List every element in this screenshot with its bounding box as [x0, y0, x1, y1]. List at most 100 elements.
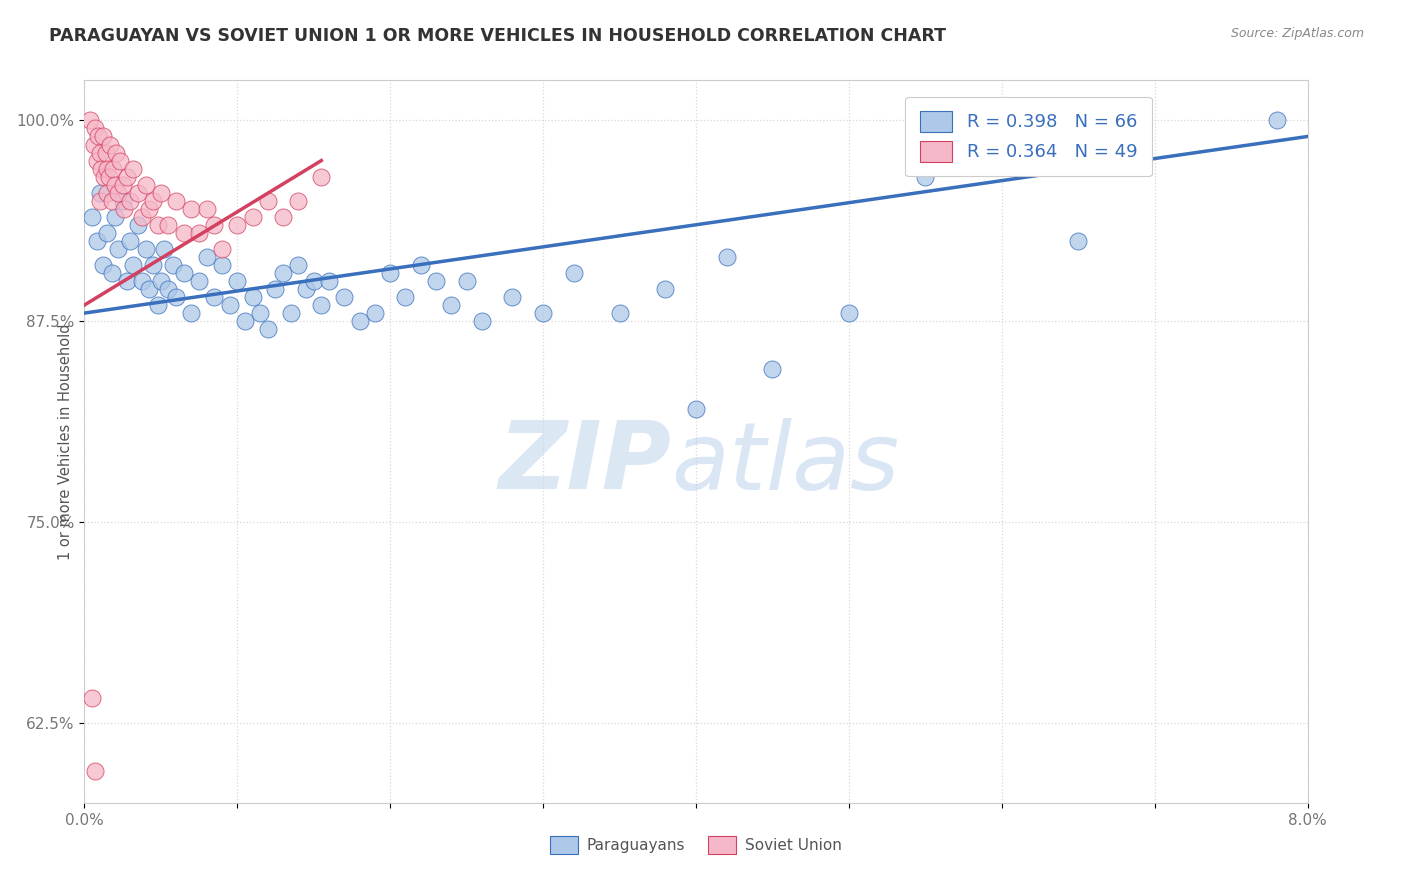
Point [80, 210, 103, 224]
Point [211, 258, 233, 272]
Text: Source: ZipAtlas.com: Source: ZipAtlas.com [1230, 27, 1364, 40]
Point [157, 282, 180, 296]
Point [149, 186, 172, 200]
Point [991, 129, 1014, 144]
Point [122, 161, 145, 176]
Point [86, 234, 108, 248]
Point [280, 306, 302, 320]
Point [180, 202, 202, 216]
Point [609, 306, 631, 320]
Point [107, 186, 129, 200]
Point [80, 691, 103, 706]
Point [380, 266, 402, 280]
Point [333, 290, 356, 304]
Point [135, 242, 157, 256]
Point [257, 194, 280, 208]
Legend: Paraguayans, Soviet Union: Paraguayans, Soviet Union [544, 830, 848, 860]
Point [456, 274, 478, 288]
Point [98, 137, 121, 152]
Point [257, 322, 280, 336]
Point [311, 169, 333, 184]
Point [271, 210, 294, 224]
Y-axis label: 1 or more Vehicles in Household: 1 or more Vehicles in Household [58, 323, 73, 560]
Point [202, 290, 225, 304]
Point [84, 764, 107, 778]
Point [249, 306, 271, 320]
Point [295, 282, 318, 296]
Point [91, 129, 114, 144]
Point [218, 298, 240, 312]
Point [127, 186, 149, 200]
Point [188, 226, 211, 240]
Point [83, 137, 105, 152]
Point [111, 194, 134, 208]
Point [531, 306, 554, 320]
Point [180, 306, 202, 320]
Point [1265, 113, 1288, 128]
Point [101, 266, 124, 280]
Point [89, 194, 111, 208]
Point [211, 242, 233, 256]
Point [149, 274, 172, 288]
Point [122, 258, 145, 272]
Point [188, 274, 211, 288]
Point [202, 218, 225, 232]
Point [242, 210, 264, 224]
Point [502, 290, 524, 304]
Point [716, 250, 738, 264]
Point [115, 169, 138, 184]
Point [135, 178, 157, 192]
Point [84, 121, 107, 136]
Point [242, 290, 264, 304]
Point [654, 282, 676, 296]
Text: PARAGUAYAN VS SOVIET UNION 1 OR MORE VEHICLES IN HOUSEHOLD CORRELATION CHART: PARAGUAYAN VS SOVIET UNION 1 OR MORE VEH… [49, 27, 946, 45]
Text: ZIP: ZIP [499, 417, 672, 509]
Point [153, 242, 176, 256]
Point [111, 178, 134, 192]
Point [761, 362, 783, 376]
Point [120, 194, 142, 208]
Point [142, 194, 165, 208]
Point [108, 153, 131, 168]
Point [173, 266, 195, 280]
Point [409, 258, 432, 272]
Point [173, 226, 195, 240]
Point [914, 169, 936, 184]
Point [142, 258, 165, 272]
Point [104, 178, 127, 192]
Point [87, 129, 110, 144]
Point [146, 298, 169, 312]
Point [107, 242, 129, 256]
Point [562, 266, 585, 280]
Point [425, 274, 447, 288]
Point [90, 161, 112, 176]
Point [195, 250, 218, 264]
Point [131, 274, 153, 288]
Point [146, 218, 169, 232]
Point [138, 282, 160, 296]
Point [471, 314, 494, 328]
Text: atlas: atlas [672, 417, 900, 508]
Point [226, 274, 249, 288]
Point [157, 218, 180, 232]
Point [93, 169, 115, 184]
Point [302, 274, 325, 288]
Point [685, 402, 707, 417]
Point [103, 161, 125, 176]
Point [271, 266, 294, 280]
Point [97, 169, 120, 184]
Point [165, 290, 187, 304]
Point [311, 298, 333, 312]
Point [349, 314, 371, 328]
Point [394, 290, 416, 304]
Point [115, 274, 138, 288]
Point [120, 234, 142, 248]
Point [89, 145, 111, 160]
Point [264, 282, 287, 296]
Point [287, 194, 309, 208]
Point [162, 258, 184, 272]
Point [96, 186, 118, 200]
Point [96, 161, 118, 176]
Point [86, 153, 108, 168]
Point [838, 306, 860, 320]
